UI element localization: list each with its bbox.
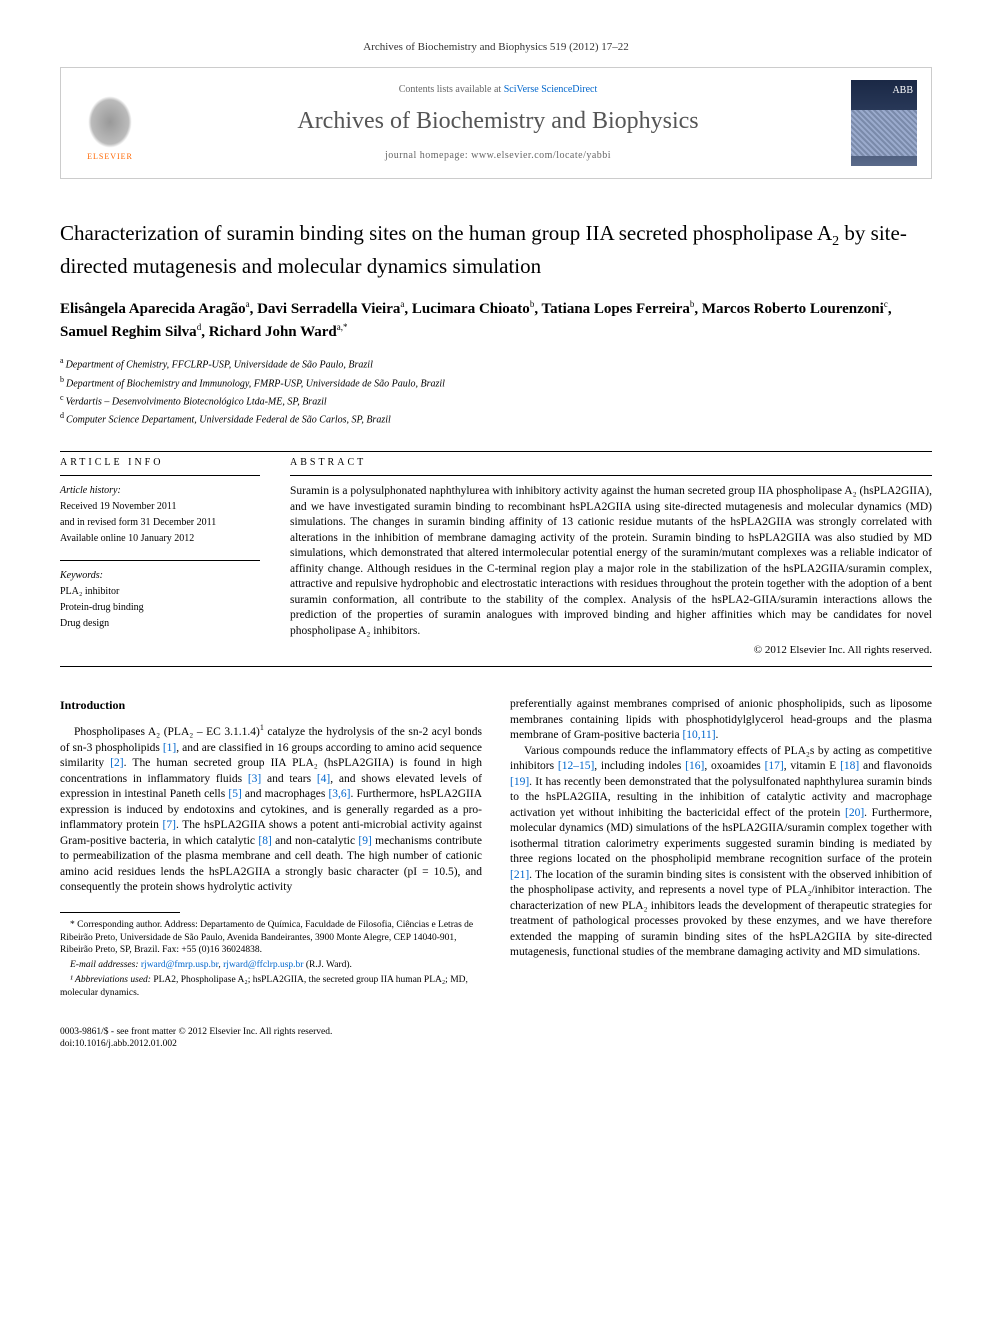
affiliation: Department of Chemistry, FFCLRP-USP, Uni… <box>66 360 373 371</box>
text: and macrophages <box>242 788 329 800</box>
ref-link[interactable]: [18] <box>840 760 859 772</box>
ref-link[interactable]: [17] <box>765 760 784 772</box>
tree-icon <box>88 96 132 148</box>
sep: , <box>534 301 541 317</box>
body-paragraph: Phospholipases A₂ (PLA₂ – EC 3.1.1.4)1 c… <box>60 723 482 896</box>
ref-link[interactable]: [5] <box>228 788 241 800</box>
history-label: Article history: <box>60 484 260 498</box>
authors-list: Elisângela Aparecida Aragãoa, Davi Serra… <box>60 298 932 343</box>
author: Davi Serradella Vieira <box>257 301 400 317</box>
homepage-prefix: journal homepage: <box>385 150 471 161</box>
footnotes: * Corresponding author. Address: Departa… <box>60 919 482 1000</box>
journal-name: Archives of Biochemistry and Biophysics <box>159 105 837 137</box>
affiliation: Computer Science Departament, Universida… <box>66 415 391 426</box>
homepage-line: journal homepage: www.elsevier.com/locat… <box>159 149 837 163</box>
elsevier-text: ELSEVIER <box>87 152 133 163</box>
article-info: ARTICLE INFO Article history: Received 1… <box>60 456 260 659</box>
ref-link[interactable]: [10,11] <box>682 729 715 741</box>
text: and flavonoids <box>859 760 932 772</box>
author: Samuel Reghim Silva <box>60 324 197 340</box>
author-aff: a,* <box>337 322 348 332</box>
ref-link[interactable]: [1] <box>163 742 176 754</box>
journal-ref: Archives of Biochemistry and Biophysics … <box>60 40 932 55</box>
body-paragraph: preferentially against membranes compris… <box>510 697 932 744</box>
left-column: Introduction Phospholipases A₂ (PLA₂ – E… <box>60 697 482 1002</box>
keyword: Drug design <box>60 617 260 631</box>
section-head-intro: Introduction <box>60 697 482 713</box>
sep: , <box>888 301 892 317</box>
text: , including indoles <box>594 760 685 772</box>
text: and tears <box>261 773 317 785</box>
article-info-head: ARTICLE INFO <box>60 456 260 470</box>
text: , oxoamides <box>704 760 764 772</box>
text: (R.J. Ward). <box>303 960 351 970</box>
body-paragraph: Various compounds reduce the inflammator… <box>510 744 932 961</box>
keyword: PLA₂ inhibitor <box>60 585 260 599</box>
received-date: Received 19 November 2011 <box>60 500 260 514</box>
ref-link[interactable]: [19] <box>510 776 529 788</box>
homepage-url[interactable]: www.elsevier.com/locate/yabbi <box>471 150 611 161</box>
bottom-bar: 0003-9861/$ - see front matter © 2012 El… <box>60 1026 932 1051</box>
contents-prefix: Contents lists available at <box>399 84 504 95</box>
sciencedirect-link[interactable]: SciVerse ScienceDirect <box>504 84 598 95</box>
abbreviations: ¹ Abbreviations used: PLA2, Phospholipas… <box>60 974 482 1000</box>
ref-link[interactable]: [16] <box>685 760 704 772</box>
ref-link[interactable]: [3,6] <box>328 788 350 800</box>
text: preferentially against membranes compris… <box>510 698 932 741</box>
divider <box>60 666 932 667</box>
text: Phospholipases A₂ (PLA₂ – EC 3.1.1.4) <box>74 726 260 738</box>
email-link[interactable]: rjward@fmrp.usp.br <box>141 960 219 970</box>
ref-link[interactable]: [9] <box>358 835 371 847</box>
abstract-head: ABSTRACT <box>290 456 932 470</box>
copyright: © 2012 Elsevier Inc. All rights reserved… <box>290 643 932 658</box>
sep: , <box>201 324 209 340</box>
text: . The location of the suramin binding si… <box>510 869 932 959</box>
corresponding-author: * Corresponding author. Address: Departa… <box>60 919 482 957</box>
online-date: Available online 10 January 2012 <box>60 532 260 546</box>
contents-line: Contents lists available at SciVerse Sci… <box>159 83 837 97</box>
email-line: E-mail addresses: rjward@fmrp.usp.br, rj… <box>60 959 482 972</box>
author: Elisângela Aparecida Aragão <box>60 301 246 317</box>
abstract: ABSTRACT Suramin is a polysulphonated na… <box>290 456 932 659</box>
right-column: preferentially against membranes compris… <box>510 697 932 1002</box>
text: , vitamin E <box>784 760 840 772</box>
abbrev-label: ¹ Abbreviations used: <box>70 975 153 985</box>
affiliations: aDepartment of Chemistry, FFCLRP-USP, Un… <box>60 355 932 428</box>
keywords-label: Keywords: <box>60 569 260 583</box>
ref-link[interactable]: [2] <box>110 757 123 769</box>
text: and non-catalytic <box>272 835 359 847</box>
divider <box>60 451 932 452</box>
title-part-a: Characterization of suramin binding site… <box>60 221 832 245</box>
ref-link[interactable]: [4] <box>317 773 330 785</box>
email-label: E-mail addresses: <box>70 960 141 970</box>
ref-link[interactable]: [7] <box>163 819 176 831</box>
sep: , <box>404 301 412 317</box>
author: Tatiana Lopes Ferreira <box>542 301 690 317</box>
ref-link[interactable]: [8] <box>258 835 271 847</box>
sep: , <box>250 301 258 317</box>
elsevier-logo: ELSEVIER <box>75 83 145 163</box>
ref-link[interactable]: [20] <box>845 807 864 819</box>
ref-link[interactable]: [3] <box>248 773 261 785</box>
ref-link[interactable]: [12–15] <box>558 760 594 772</box>
affiliation: Verdartis – Desenvolvimento Biotecnológi… <box>66 396 327 407</box>
journal-cover-thumb <box>851 80 917 166</box>
footnote-divider <box>60 912 180 913</box>
abstract-text: Suramin is a polysulphonated naphthylure… <box>290 484 932 639</box>
front-matter-line: 0003-9861/$ - see front matter © 2012 El… <box>60 1026 932 1038</box>
author: Richard John Ward <box>209 324 337 340</box>
affiliation: Department of Biochemistry and Immunolog… <box>66 378 445 389</box>
sep: , <box>694 301 702 317</box>
revised-date: and in revised form 31 December 2011 <box>60 516 260 530</box>
author: Marcos Roberto Lourenzoni <box>702 301 884 317</box>
journal-header: ELSEVIER Contents lists available at Sci… <box>60 67 932 179</box>
email-link[interactable]: rjward@ffclrp.usp.br <box>223 960 303 970</box>
doi-line: doi:10.1016/j.abb.2012.01.002 <box>60 1038 932 1050</box>
text: . <box>716 729 719 741</box>
ref-link[interactable]: [21] <box>510 869 529 881</box>
article-title: Characterization of suramin binding site… <box>60 219 932 280</box>
author: Lucimara Chioato <box>412 301 530 317</box>
keyword: Protein-drug binding <box>60 601 260 615</box>
